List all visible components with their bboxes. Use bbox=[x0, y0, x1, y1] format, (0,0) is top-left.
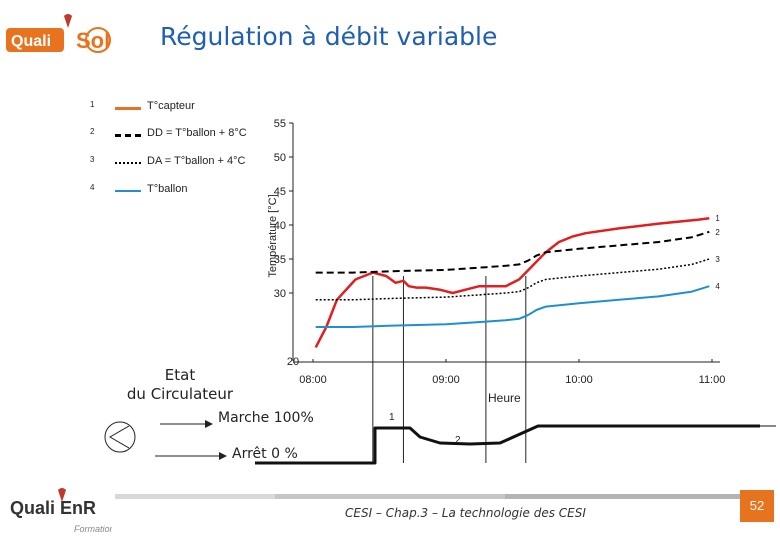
y-tick-label: 45 bbox=[274, 186, 286, 198]
legend-number: 4 bbox=[90, 183, 95, 192]
qualienr-logo: Quali EnR Formation bbox=[8, 486, 115, 538]
logo-text-right: Sol bbox=[76, 28, 110, 53]
footer-divider bbox=[115, 494, 755, 499]
circulator-marker-1: 1 bbox=[389, 412, 395, 423]
y-tick-label: 50 bbox=[274, 152, 286, 164]
series-number-label: 2 bbox=[715, 228, 720, 237]
series-line-2 bbox=[315, 230, 710, 274]
circulator-chart: 12 bbox=[255, 412, 776, 465]
series-line-1 bbox=[314, 216, 710, 348]
series-number-label: 1 bbox=[715, 214, 720, 223]
footer-text: CESI – Chap.3 – La technologie des CESI bbox=[345, 506, 586, 520]
series-number-label: 4 bbox=[715, 282, 720, 291]
x-tick-label: 10:00 bbox=[565, 374, 593, 386]
legend-label: DA = T°ballon + 4°C bbox=[147, 155, 246, 167]
series-line-3 bbox=[315, 258, 710, 301]
legend-number: 2 bbox=[90, 127, 95, 136]
qualisol-logo: Quali Sol bbox=[6, 10, 126, 68]
legend-line-dotted bbox=[115, 162, 141, 164]
legend-label: T°capteur bbox=[147, 100, 195, 112]
series-number-label: 3 bbox=[715, 255, 720, 264]
y-tick-label: 35 bbox=[274, 254, 286, 266]
circulator-state-trace bbox=[255, 424, 760, 465]
x-tick-label: 08:00 bbox=[299, 374, 327, 386]
x-axis-title: Heure bbox=[488, 391, 521, 405]
legend-line-blue bbox=[115, 190, 141, 192]
circulator-marker-2: 2 bbox=[455, 435, 461, 446]
y-tick-label: 40 bbox=[274, 220, 286, 232]
logo-text-left: Quali bbox=[11, 33, 51, 50]
circulator-title: Etat du Circulateur bbox=[120, 366, 240, 404]
marche-label: Marche 100% bbox=[218, 410, 314, 426]
page-title: Régulation à débit variable bbox=[160, 22, 498, 51]
legend-label: DD = T°ballon + 8°C bbox=[147, 127, 247, 139]
y-tick-label: 55 bbox=[274, 118, 286, 130]
circulator-title-line2: du Circulateur bbox=[126, 385, 234, 403]
x-tick-label: 09:00 bbox=[432, 374, 460, 386]
arret-label: Arrêt 0 % bbox=[232, 446, 298, 462]
legend-number: 3 bbox=[90, 155, 95, 164]
legend-label: T°ballon bbox=[147, 183, 188, 195]
footer-logo-right: EnR bbox=[60, 498, 96, 518]
x-tick-label: 11:00 bbox=[699, 374, 726, 386]
y-tick-label: 30 bbox=[274, 288, 286, 300]
legend-number: 1 bbox=[90, 100, 95, 109]
footer-logo-subtitle: Formation bbox=[74, 524, 112, 534]
page-number: 52 bbox=[740, 490, 774, 522]
chart-series: 1 2 3 4 bbox=[314, 214, 720, 348]
circulator-title-line1: Etat bbox=[164, 366, 196, 384]
footer-logo-left: Quali bbox=[10, 498, 55, 518]
legend-line-solid bbox=[115, 107, 141, 110]
series-line-4 bbox=[315, 285, 710, 328]
chart-legend: 1 T°capteur 2 DD = T°ballon + 8°C 3 DA =… bbox=[85, 92, 265, 204]
legend-line-dashed bbox=[115, 134, 141, 137]
